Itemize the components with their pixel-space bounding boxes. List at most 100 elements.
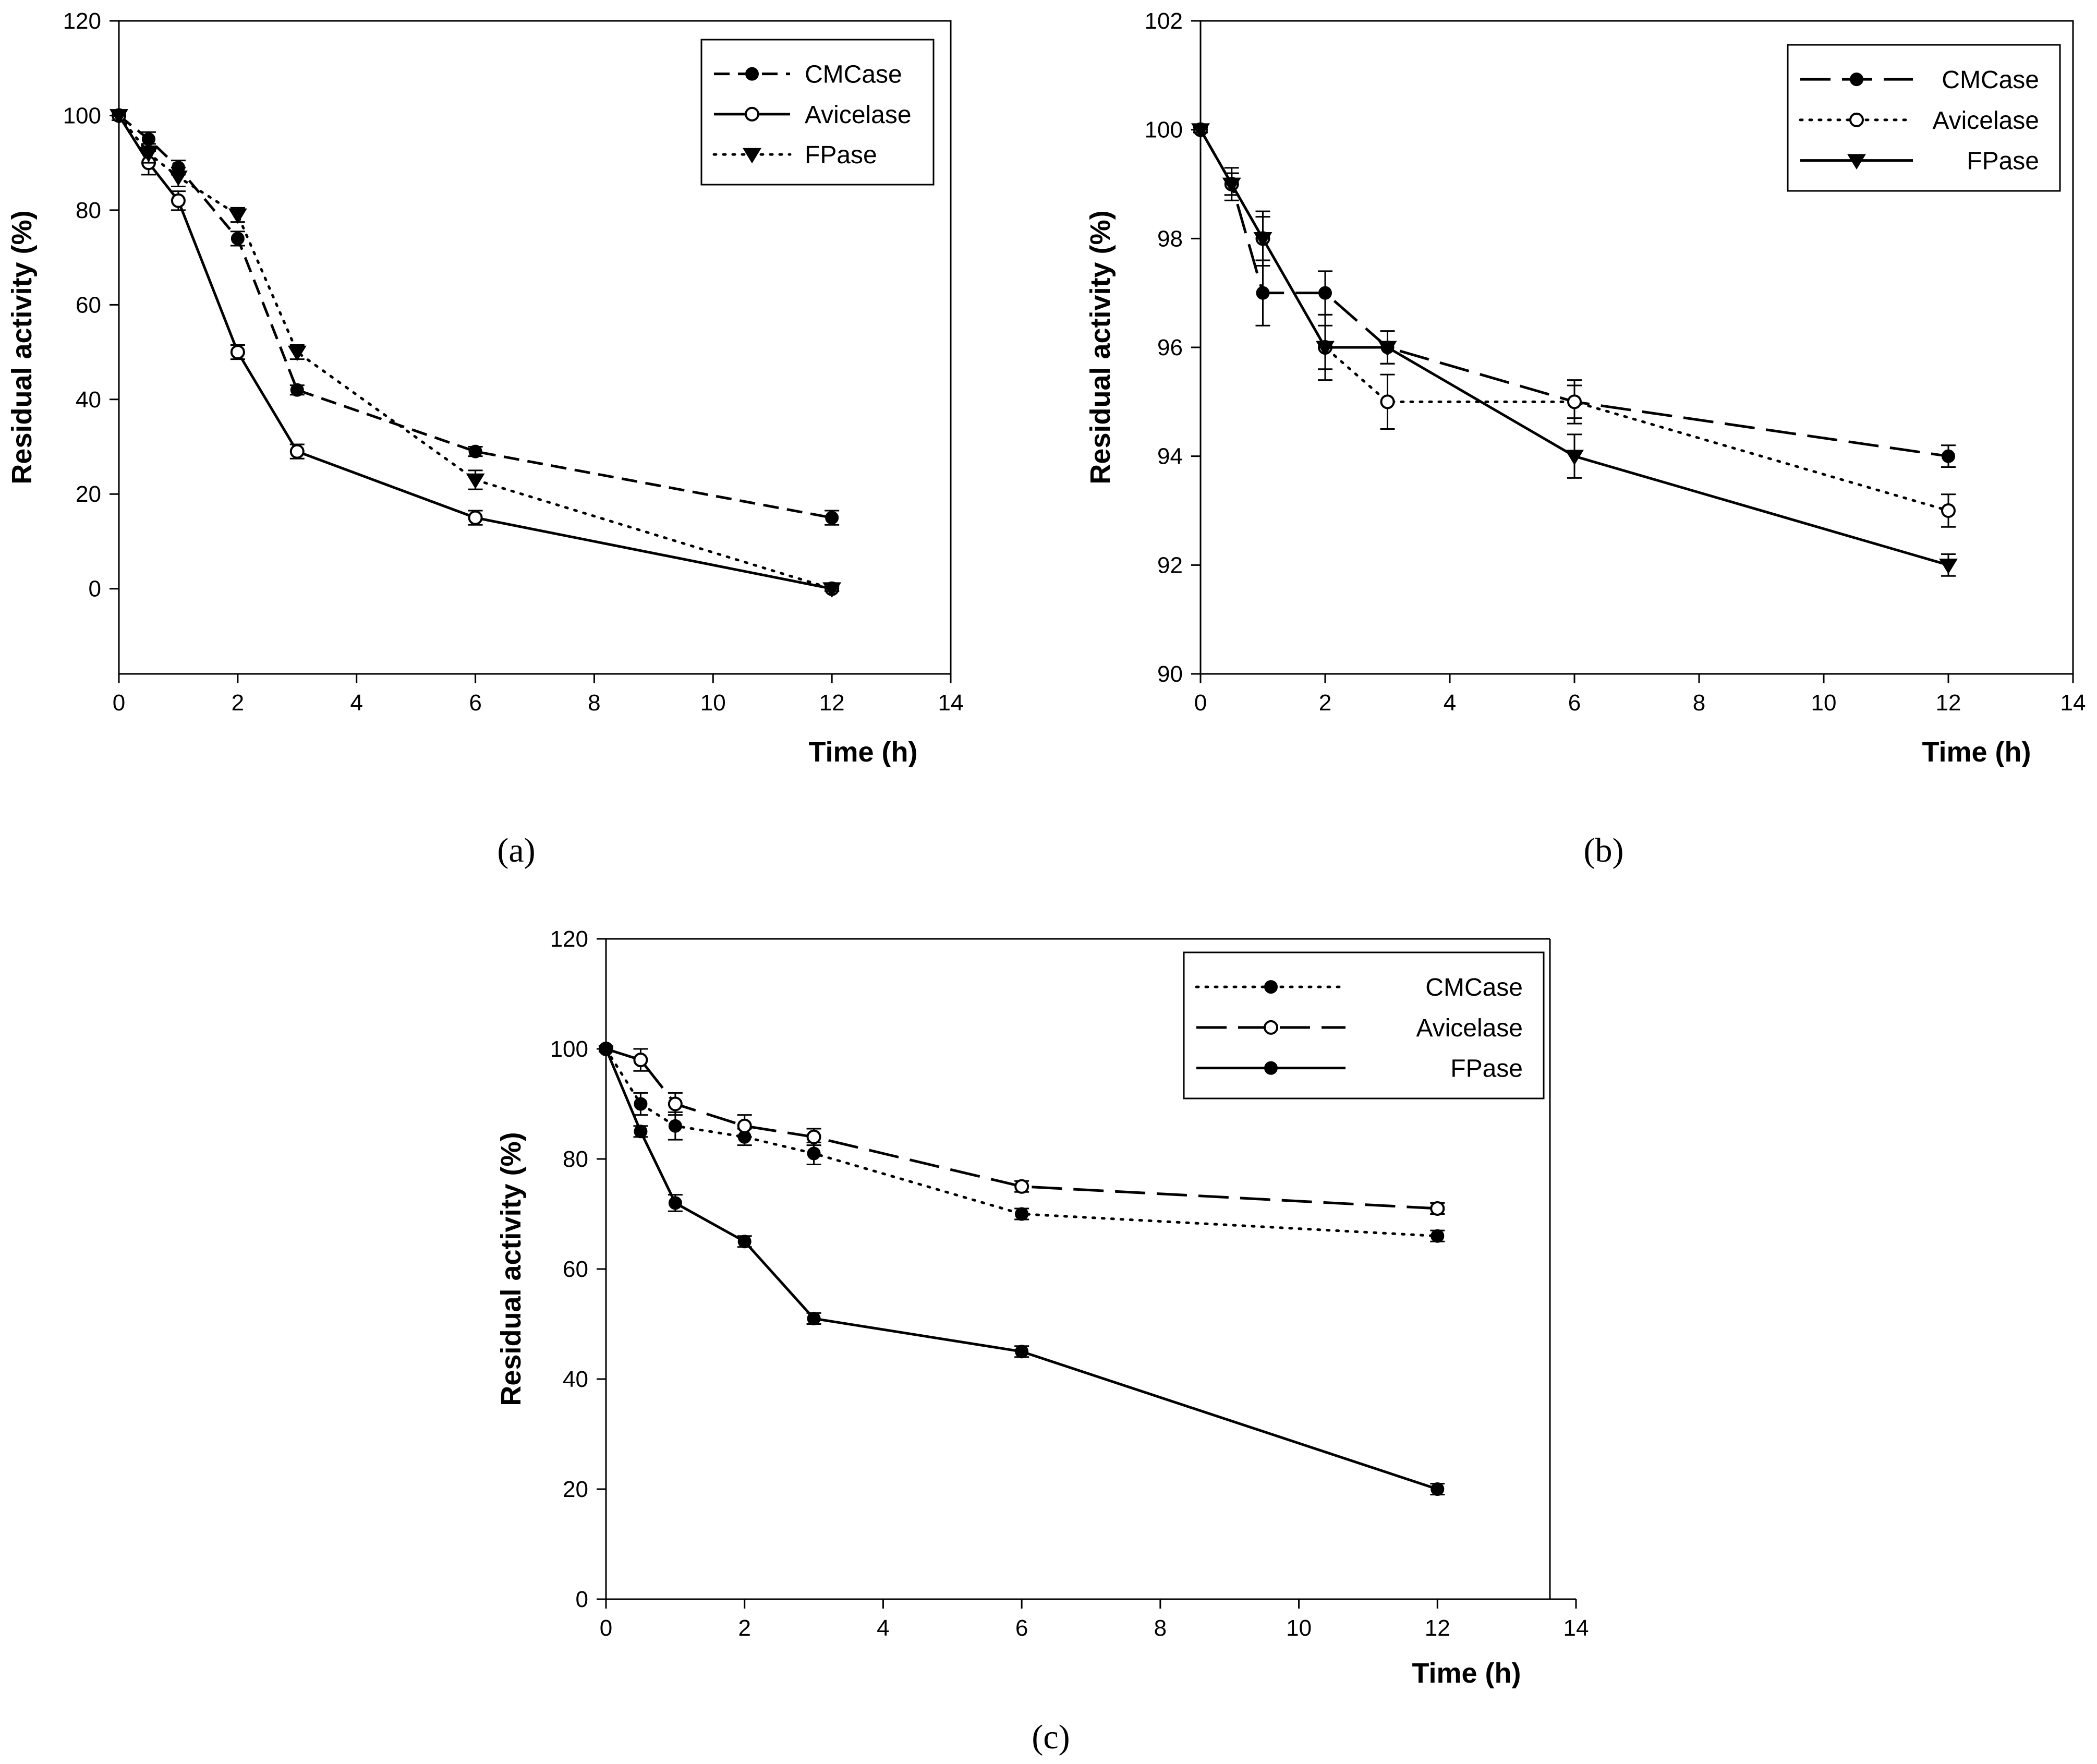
data-point-cmcase [1318,286,1332,300]
series-line-fpase [604,1048,1438,1491]
data-point-cmcase [290,383,304,397]
data-point-fpase [287,345,307,361]
y-tick-label: 90 [1157,661,1183,687]
x-tick-label: 10 [1811,690,1837,716]
data-point-fpase [110,109,128,125]
data-point-avicelase [171,193,186,208]
x-tick-label: 4 [1444,690,1456,716]
y-tick-label: 60 [76,292,101,318]
y-tick-label: 100 [550,1036,588,1062]
x-tick-label: 14 [938,690,964,716]
data-point-avicelase [737,1118,752,1133]
y-tick-label: 120 [550,926,588,952]
data-point-cmcase [1942,449,1955,463]
y-tick-label: 92 [1157,552,1183,578]
y-axis-label: Residual activity (%) [1085,210,1116,484]
y-tick-label: 100 [1145,117,1183,143]
legend-marker-avicelase [745,106,759,122]
chart-panel-3: 0 2 4 6 8 10 12 14 0 20 40 60 80 100 120 Time (h) Residu… [495,926,1589,1756]
x-tick-label: 12 [819,690,845,716]
data-point-cmcase [634,1097,648,1111]
data-point-avicelase [230,345,245,360]
y-tick-label: 40 [76,387,101,413]
legend-box [1787,44,2061,192]
y-tick-label: 80 [76,198,101,223]
legend-marker-fpase [743,148,761,164]
data-point-cmcase [668,1119,682,1133]
data-point-avicelase [1430,1201,1445,1216]
x-tick-label: 4 [350,690,362,716]
y-tick-label: 98 [1157,226,1183,251]
data-point-fpase [1565,450,1584,465]
legend-marker-fpase [1847,154,1866,170]
y-axis-label: Residual activity (%) [495,1132,527,1406]
x-axis-label: Time (h) [808,736,917,768]
x-tick-label: 6 [469,690,481,716]
x-tick-label: 12 [1425,1615,1450,1641]
x-tick-label: 4 [877,1615,889,1641]
data-point-cmcase [1256,286,1270,300]
data-point-avicelase [668,1096,683,1111]
chart-panel-1: 0 2 4 6 8 10 12 14 0 20 40 60 80 100 120 Time (h) Residu… [6,8,963,869]
legend-marker-fpase [1264,1061,1278,1075]
data-point-fpase [737,1235,751,1249]
legend: CMCase Avicelase FPase [700,39,935,186]
data-point-fpase [668,1196,682,1210]
x-tick-label: 10 [1286,1615,1312,1641]
x-tick-label: 8 [1154,1615,1167,1641]
legend-label-avicelase: Avicelase [1932,107,2039,135]
data-point-avicelase [806,1129,821,1144]
legend-label-fpase: FPase [805,141,877,169]
y-tick-label: 0 [576,1587,588,1612]
data-point-fpase [466,473,485,489]
x-tick-label: 12 [1936,690,1961,716]
data-point-fpase [1222,177,1241,194]
data-point-fpase [1939,558,1958,574]
y-tick-label: 96 [1157,335,1183,360]
data-point-avicelase [1567,394,1582,409]
legend-marker-cmcase [745,67,759,81]
data-point-cmcase [231,232,245,246]
data-point-avicelase [289,444,305,459]
data-point-cmcase [1015,1207,1029,1221]
x-tick-label: 0 [1194,690,1207,716]
legend-marker-avicelase [1849,112,1864,127]
legend-label-cmcase: CMCase [1942,66,2039,94]
data-point-fpase [1316,341,1335,357]
legend: CMCase Avicelase FPase [1183,951,1545,1100]
series-line-fpase [1199,129,1949,566]
x-tick-label: 8 [588,690,600,716]
data-point-fpase [139,147,158,163]
legend-label-cmcase: CMCase [805,61,902,89]
y-tick-label: 60 [563,1256,588,1282]
legend-marker-cmcase [1264,980,1278,994]
legend-label-fpase: FPase [1967,148,2039,175]
data-point-fpase [599,1042,613,1056]
y-tick-label: 100 [63,103,101,128]
data-point-cmcase [825,511,839,525]
y-tick-label: 80 [563,1146,588,1172]
data-point-fpase [1191,123,1210,139]
legend-label-avicelase: Avicelase [805,101,912,129]
data-point-cmcase [468,444,482,458]
panel-label: (c) [1032,1718,1070,1756]
y-tick-label: 20 [563,1477,588,1502]
data-point-fpase [807,1311,821,1325]
x-axis-label: Time (h) [1922,736,2031,768]
data-point-avicelase [468,510,483,525]
series-fpase [1191,123,1958,577]
data-point-avicelase [1380,394,1395,409]
data-point-fpase [1253,232,1272,248]
panel-label: (a) [497,831,535,869]
data-point-avicelase [1014,1179,1029,1194]
y-axis-label: Residual activity (%) [6,210,38,484]
legend-label-avicelase: Avicelase [1416,1014,1523,1042]
x-tick-label: 6 [1568,690,1581,716]
x-tick-label: 2 [1319,690,1331,716]
y-tick-label: 0 [89,576,101,602]
y-tick-label: 40 [563,1367,588,1392]
series-avicelase [599,1042,1445,1216]
data-point-fpase [822,582,842,598]
x-tick-label: 2 [232,690,244,716]
data-point-fpase [228,208,247,224]
